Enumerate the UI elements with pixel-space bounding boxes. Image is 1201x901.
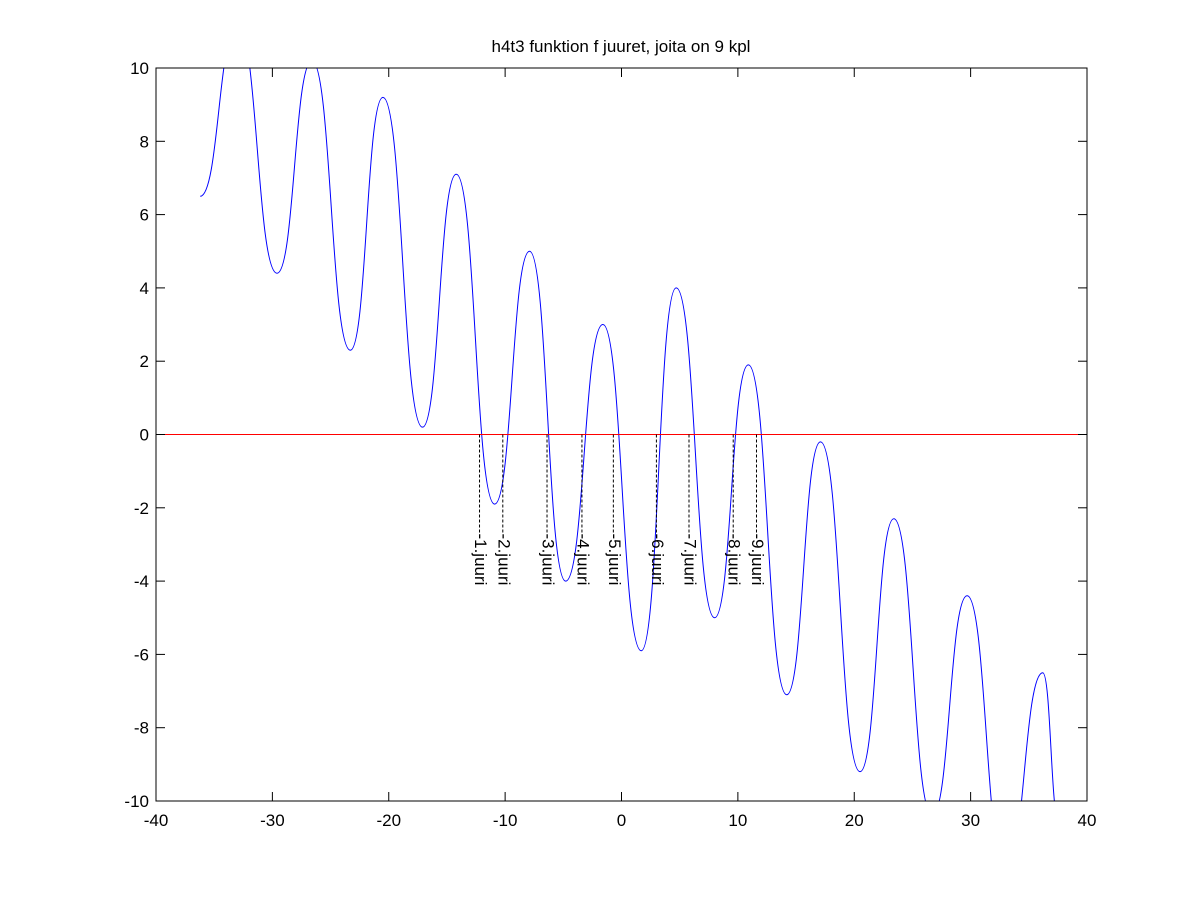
function-curve xyxy=(200,68,1055,801)
x-tick-label: -20 xyxy=(376,811,401,830)
x-tick-label: 20 xyxy=(845,811,864,830)
x-tick-label: -30 xyxy=(260,811,285,830)
y-tick-label: 4 xyxy=(140,279,149,298)
root-label-1: -1.juuri xyxy=(471,533,490,585)
root-label-8: -8.juuri xyxy=(725,533,744,585)
root-label-3: -3.juuri xyxy=(539,533,558,585)
y-tick-label: -2 xyxy=(134,499,149,518)
x-tick-label: 0 xyxy=(617,811,626,830)
y-tick-label: 6 xyxy=(140,206,149,225)
y-tick-label: -4 xyxy=(134,572,149,591)
root-label-2: -2.juuri xyxy=(494,533,513,585)
root-label-9: -9.juuri xyxy=(748,533,767,585)
root-markers: -1.juuri -2.juuri -3.juuri -4.juuri -5.juuri… xyxy=(471,434,767,585)
data-layer xyxy=(156,68,1087,801)
y-tick-label: -8 xyxy=(134,719,149,738)
x-tick-label: 10 xyxy=(728,811,747,830)
y-tick-label: 8 xyxy=(140,132,149,151)
x-tick-label: -40 xyxy=(144,811,169,830)
y-tick-label: -6 xyxy=(134,645,149,664)
x-tick-label: 40 xyxy=(1078,811,1097,830)
x-tick-label: -10 xyxy=(493,811,518,830)
x-tick-label: 30 xyxy=(961,811,980,830)
root-label-4: -4.juuri xyxy=(573,533,592,585)
y-tick-label: 2 xyxy=(140,352,149,371)
root-label-7: -7.juuri xyxy=(680,533,699,585)
root-label-5: -5.juuri xyxy=(605,533,624,585)
y-tick-label: 0 xyxy=(140,426,149,445)
chart-title: h4t3 funktion f juuret, joita on 9 kpl xyxy=(492,37,751,56)
y-tick-label: 10 xyxy=(130,59,149,78)
root-label-6: -6.juuri xyxy=(648,533,667,585)
y-tick-label: -10 xyxy=(124,792,149,811)
